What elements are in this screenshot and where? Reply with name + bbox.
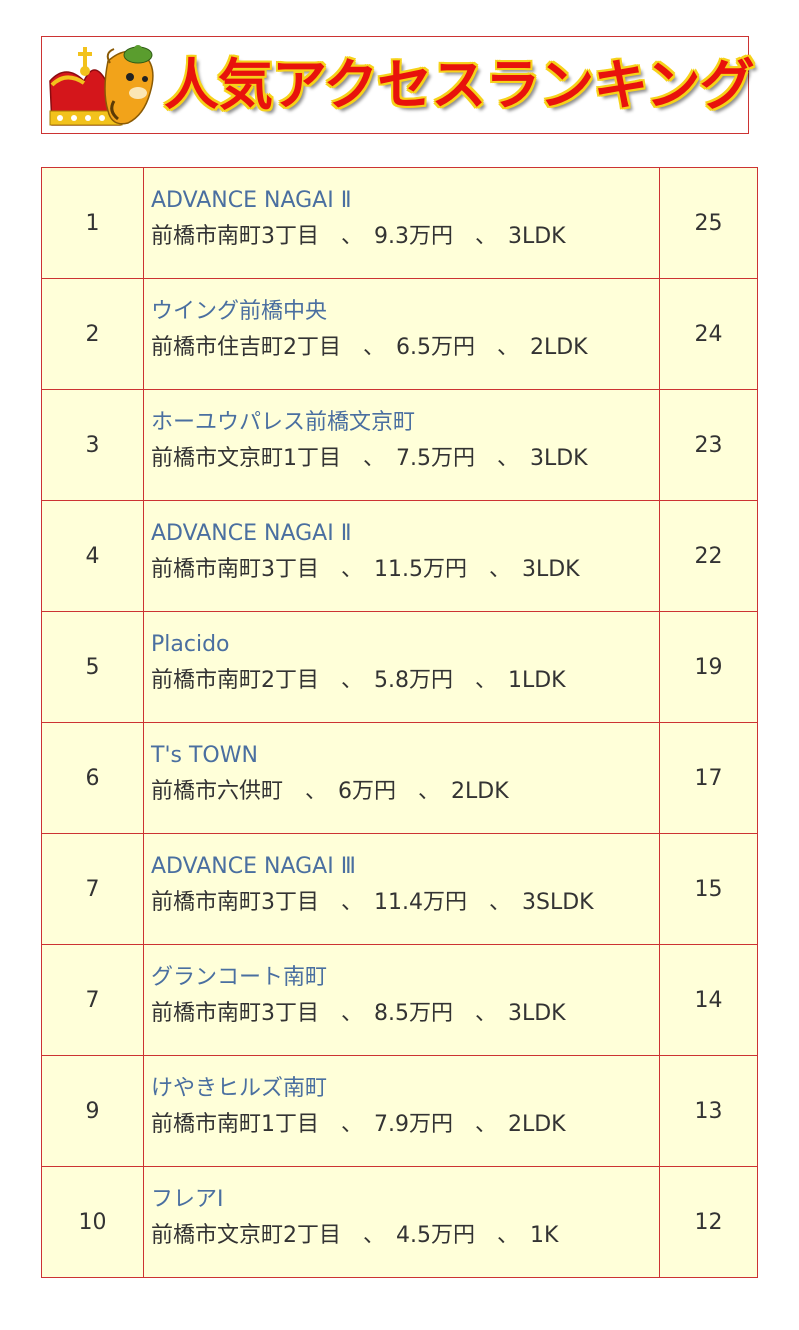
property-name-link[interactable]: Placido <box>151 632 230 657</box>
ranking-row: 6 T's TOWN 前橋市六供町 、 6万円 、 2LDK 17 <box>41 722 758 834</box>
rank-number: 10 <box>41 1166 144 1278</box>
property-detail: 前橋市南町1丁目 、 7.9万円 、 2LDK <box>151 1112 566 1137</box>
property-name-link[interactable]: ADVANCE NAGAI Ⅱ <box>151 188 352 213</box>
ranking-row: 9 けやきヒルズ南町 前橋市南町1丁目 、 7.9万円 、 2LDK 13 <box>41 1055 758 1167</box>
ranking-row: 7 ADVANCE NAGAI Ⅲ 前橋市南町3丁目 、 11.4万円 、 3SLD… <box>41 833 758 945</box>
property-name-link[interactable]: ホーユウパレス前橋文京町 <box>151 410 416 435</box>
property-info: ADVANCE NAGAI Ⅲ 前橋市南町3丁目 、 11.4万円 、 3SLDK <box>143 833 660 945</box>
property-name-link[interactable]: ウイング前橋中央 <box>151 299 328 324</box>
rank-number: 7 <box>41 833 144 945</box>
property-name-link[interactable]: ADVANCE NAGAI Ⅱ <box>151 521 352 546</box>
property-detail: 前橋市南町3丁目 、 11.5万円 、 3LDK <box>151 557 580 582</box>
property-info: ウイング前橋中央前橋市住吉町2丁目 、 6.5万円 、 2LDK <box>143 278 660 390</box>
property-detail: 前橋市南町3丁目 、 11.4万円 、 3SLDK <box>151 890 594 915</box>
property-info: ホーユウパレス前橋文京町前橋市文京町1丁目 、 7.5万円 、 3LDK <box>143 389 660 501</box>
rank-number: 5 <box>41 611 144 723</box>
rank-number: 2 <box>41 278 144 390</box>
ranking-row: 2 ウイング前橋中央 前橋市住吉町2丁目 、 6.5万円 、 2LDK 24 <box>41 278 758 390</box>
access-count: 25 <box>659 167 758 279</box>
access-count: 14 <box>659 944 758 1056</box>
ranking-table: 1 ADVANCE NAGAI Ⅱ 前橋市南町3丁目 、 9.3万円 、 3LDK 2… <box>41 167 758 1278</box>
property-detail: 前橋市住吉町2丁目 、 6.5万円 、 2LDK <box>151 335 588 360</box>
property-info: ADVANCE NAGAI Ⅱ 前橋市南町3丁目 、 9.3万円 、 3LDK <box>143 167 660 279</box>
ranking-row: 7 グランコート南町 前橋市南町3丁目 、 8.5万円 、 3LDK 14 <box>41 944 758 1056</box>
property-info: フレアⅠ 前橋市文京町2丁目 、 4.5万円 、 1K <box>143 1166 660 1278</box>
rank-number: 4 <box>41 500 144 612</box>
access-count: 12 <box>659 1166 758 1278</box>
access-count: 23 <box>659 389 758 501</box>
crowned-horse-mascot-icon <box>49 45 154 126</box>
property-info: ADVANCE NAGAI Ⅱ 前橋市南町3丁目 、 11.5万円 、 3LDK <box>143 500 660 612</box>
rank-number: 3 <box>41 389 144 501</box>
property-name-link[interactable]: フレアⅠ <box>151 1187 224 1212</box>
rank-number: 9 <box>41 1055 144 1167</box>
property-detail: 前橋市文京町2丁目 、 4.5万円 、 1K <box>151 1223 559 1248</box>
rank-number: 7 <box>41 944 144 1056</box>
property-name-link[interactable]: T's TOWN <box>151 743 258 768</box>
property-name-link[interactable]: グランコート南町 <box>151 965 328 990</box>
property-info: T's TOWN 前橋市六供町 、 6万円 、 2LDK <box>143 722 660 834</box>
property-info: けやきヒルズ南町前橋市南町1丁目 、 7.9万円 、 2LDK <box>143 1055 660 1167</box>
property-name-link[interactable]: けやきヒルズ南町 <box>151 1076 328 1101</box>
access-count: 17 <box>659 722 758 834</box>
ranking-row: 10 フレアⅠ 前橋市文京町2丁目 、 4.5万円 、 1K 12 <box>41 1166 758 1278</box>
property-detail: 前橋市南町3丁目 、 8.5万円 、 3LDK <box>151 1001 566 1026</box>
property-detail: 前橋市南町2丁目 、 5.8万円 、 1LDK <box>151 668 566 693</box>
property-name-link[interactable]: ADVANCE NAGAI Ⅲ <box>151 854 356 879</box>
property-detail: 前橋市文京町1丁目 、 7.5万円 、 3LDK <box>151 446 588 471</box>
access-count: 19 <box>659 611 758 723</box>
ranking-row: 4 ADVANCE NAGAI Ⅱ 前橋市南町3丁目 、 11.5万円 、 3LDK… <box>41 500 758 612</box>
rank-number: 6 <box>41 722 144 834</box>
property-info: Placido 前橋市南町2丁目 、 5.8万円 、 1LDK <box>143 611 660 723</box>
ranking-row: 1 ADVANCE NAGAI Ⅱ 前橋市南町3丁目 、 9.3万円 、 3LDK 2… <box>41 167 758 279</box>
property-info: グランコート南町前橋市南町3丁目 、 8.5万円 、 3LDK <box>143 944 660 1056</box>
ranking-row: 3 ホーユウパレス前橋文京町 前橋市文京町1丁目 、 7.5万円 、 3LDK 23 <box>41 389 758 501</box>
ranking-row: 5 Placido 前橋市南町2丁目 、 5.8万円 、 1LDK 19 <box>41 611 758 723</box>
ranking-title: 人気アクセスランキング <box>164 53 755 117</box>
access-count: 24 <box>659 278 758 390</box>
property-detail: 前橋市南町3丁目 、 9.3万円 、 3LDK <box>151 224 566 249</box>
ranking-banner: 人気アクセスランキング <box>41 36 755 134</box>
access-count: 15 <box>659 833 758 945</box>
property-detail: 前橋市六供町 、 6万円 、 2LDK <box>151 779 509 804</box>
access-count: 13 <box>659 1055 758 1167</box>
access-count: 22 <box>659 500 758 612</box>
rank-number: 1 <box>41 167 144 279</box>
